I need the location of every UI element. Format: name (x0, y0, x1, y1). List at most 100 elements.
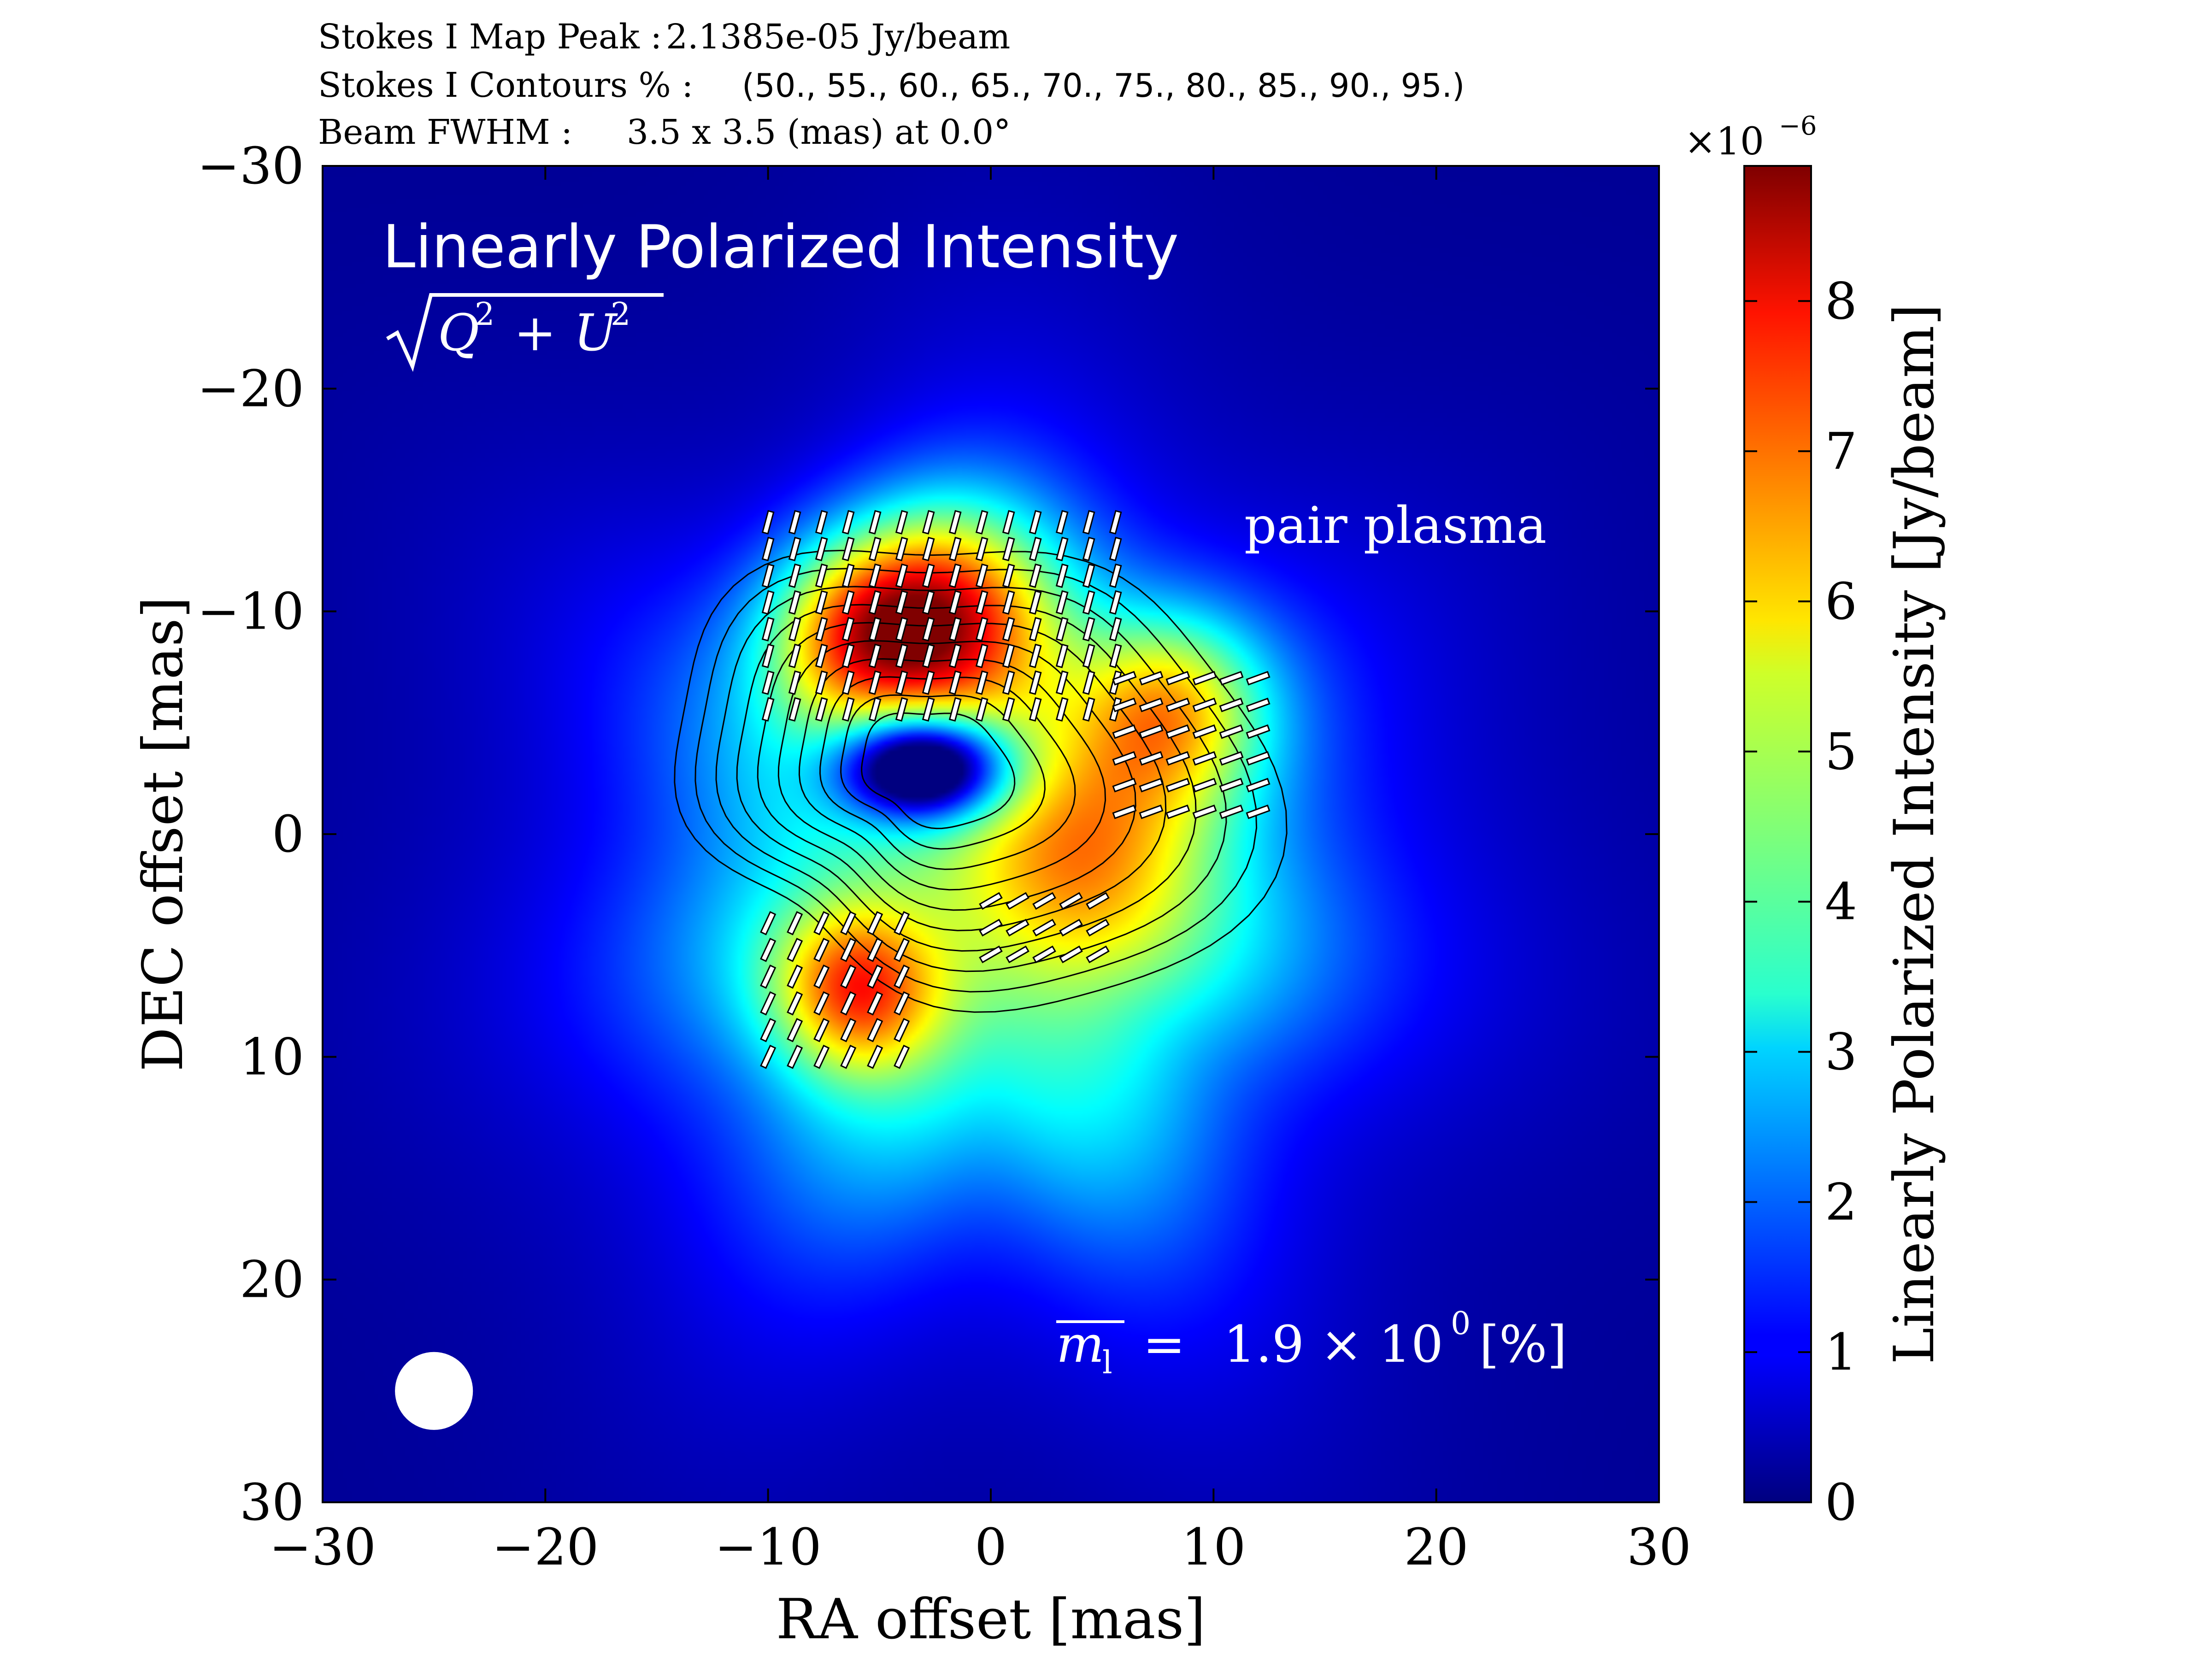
evpa-tick (867, 911, 883, 935)
evpa-tick (815, 536, 828, 561)
evpa-tick (813, 965, 830, 989)
evpa-tick-bar (787, 991, 803, 1016)
evpa-tick-bar (1219, 671, 1244, 686)
evpa-tick-bar (895, 697, 908, 722)
evpa-tick-bar (895, 643, 908, 668)
evpa-tick (1246, 751, 1271, 766)
evpa-tick-bar (979, 918, 1003, 937)
evpa-tick-bar (841, 643, 855, 668)
evpa-tick-bar (1055, 697, 1069, 722)
evpa-tick (948, 536, 962, 561)
y-tick-label: −30 (197, 136, 304, 195)
evpa-tick-bar (1006, 918, 1030, 937)
evpa-tick (1219, 697, 1244, 712)
evpa-tick (868, 670, 882, 695)
evpa-tick (894, 938, 910, 962)
evpa-tick-bar (1086, 945, 1110, 964)
evpa-tick-bar (1192, 751, 1217, 766)
evpa-tick-bar (894, 911, 910, 935)
evpa-tick-bar (868, 617, 882, 641)
evpa-tick-bar (1055, 617, 1069, 641)
evpa-tick (948, 590, 962, 615)
evpa-tick (1006, 892, 1030, 910)
mean-symbol: m (1056, 1315, 1104, 1374)
sqrt-sign (386, 293, 664, 372)
evpa-tick-bar (1219, 697, 1244, 712)
evpa-tick (787, 1045, 803, 1069)
evpa-tick-bar (761, 590, 775, 615)
evpa-tick (1006, 945, 1030, 964)
evpa-tick-bar (922, 617, 935, 641)
evpa-tick (761, 697, 775, 722)
evpa-tick (948, 617, 962, 641)
evpa-tick (922, 510, 935, 535)
y-tick-label: −20 (197, 359, 304, 418)
evpa-tick-bar (1082, 563, 1095, 588)
evpa-tick (761, 643, 775, 668)
colorbar-gradient (1743, 165, 1812, 1503)
evpa-tick-bar (894, 1018, 910, 1042)
evpa-tick (922, 697, 935, 722)
heatmap-image (323, 166, 1659, 1502)
evpa-tick (840, 991, 857, 1016)
evpa-tick-bar (840, 991, 857, 1016)
colorbar-tick-label: 1 (1825, 1323, 1857, 1382)
evpa-tick (1029, 563, 1042, 588)
evpa-tick-bar (1059, 892, 1083, 910)
evpa-tick-bar (841, 536, 855, 561)
evpa-tick (1219, 804, 1244, 819)
evpa-tick-bar (787, 911, 803, 935)
evpa-tick-bar (867, 1045, 883, 1069)
evpa-tick (922, 617, 935, 641)
evpa-tick (948, 510, 962, 535)
evpa-tick (868, 563, 882, 588)
evpa-tick-bar (815, 617, 828, 641)
evpa-tick-bar (1029, 643, 1042, 668)
evpa-tick (979, 892, 1003, 910)
x-tick-label: −10 (715, 1518, 822, 1577)
evpa-tick (1109, 617, 1122, 641)
evpa-tick-bar (1109, 643, 1122, 668)
evpa-tick (1029, 643, 1042, 668)
evpa-tick (1246, 777, 1271, 793)
evpa-tick (1086, 918, 1110, 937)
pair-plasma-label: pair plasma (1244, 496, 1547, 555)
evpa-tick-bar (867, 911, 883, 935)
evpa-tick-bar (760, 1018, 777, 1042)
evpa-tick-bar (761, 617, 775, 641)
evpa-tick-bar (813, 991, 830, 1016)
evpa-tick-bar (1112, 671, 1137, 686)
y-tick-label: −10 (197, 582, 304, 641)
evpa-tick (761, 590, 775, 615)
evpa-tick-bar (1139, 751, 1164, 766)
evpa-tick-bar (1002, 617, 1015, 641)
evpa-tick (813, 991, 830, 1016)
evpa-tick-bar (1139, 804, 1164, 819)
evpa-tick-bar (1002, 563, 1015, 588)
evpa-tick (761, 536, 775, 561)
evpa-tick-bar (1055, 510, 1069, 535)
evpa-tick-bar (787, 1018, 803, 1042)
evpa-tick (1032, 945, 1056, 964)
evpa-tick (840, 938, 857, 962)
evpa-tick (1029, 510, 1042, 535)
evpa-tick (787, 991, 803, 1016)
evpa-tick (1055, 510, 1069, 535)
evpa-tick (760, 1045, 777, 1069)
evpa-tick (975, 563, 988, 588)
evpa-tick (1002, 670, 1015, 695)
evpa-tick (1055, 563, 1069, 588)
evpa-tick-bar (1002, 670, 1015, 695)
evpa-tick (1112, 697, 1137, 712)
evpa-tick (922, 536, 935, 561)
evpa-tick (840, 1018, 857, 1042)
evpa-tick-bar (1029, 617, 1042, 641)
evpa-tick (1055, 643, 1069, 668)
evpa-tick (1059, 945, 1083, 964)
evpa-tick-bar (815, 590, 828, 615)
evpa-tick (1029, 536, 1042, 561)
evpa-tick (761, 617, 775, 641)
evpa-tick (1165, 697, 1190, 712)
evpa-tick (813, 1018, 830, 1042)
evpa-tick-bar (895, 617, 908, 641)
